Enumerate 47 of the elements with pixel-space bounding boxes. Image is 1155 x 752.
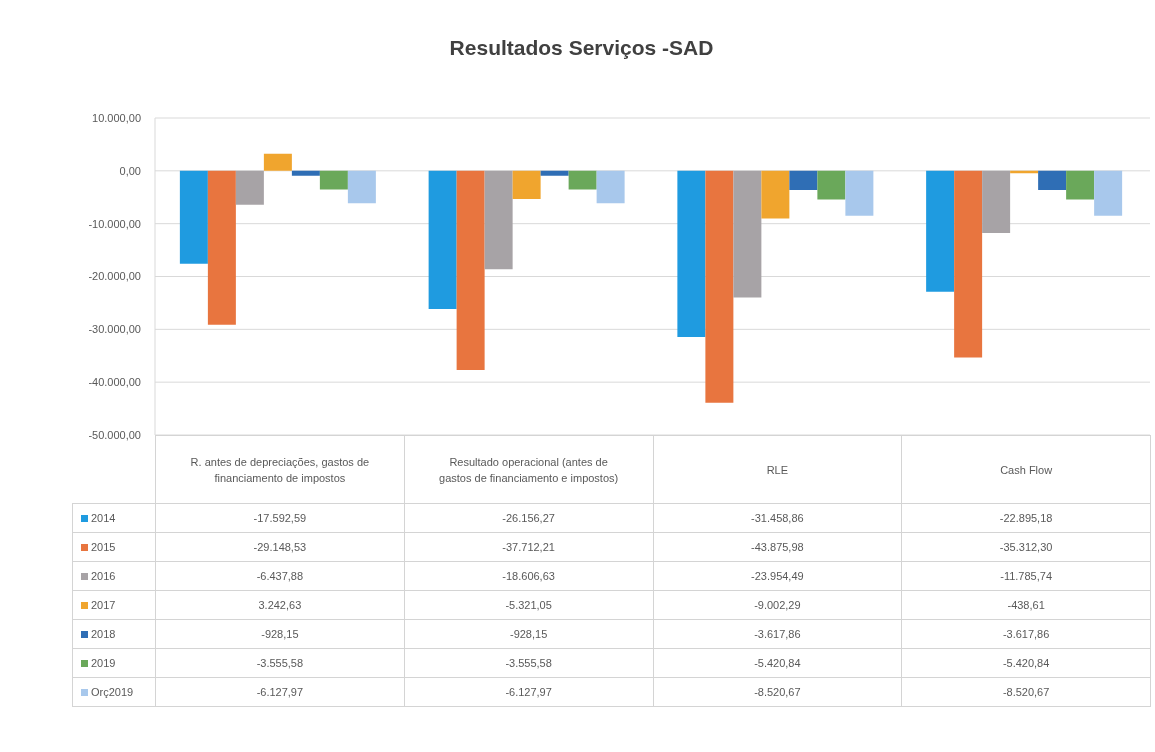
y-tick-label: -50.000,00 xyxy=(88,428,141,441)
data-label: -18.606,63 xyxy=(404,561,653,591)
data-label: -17.592,59 xyxy=(155,503,405,533)
data-label: -35.312,30 xyxy=(901,532,1151,562)
data-label: -928,15 xyxy=(404,619,653,649)
legend-label: 2016 xyxy=(91,570,116,583)
data-label: 3.242,63 xyxy=(155,590,405,620)
legend-label: 2018 xyxy=(91,628,116,641)
chart-title: Resultados Serviços -SAD xyxy=(448,36,715,60)
x-tick-label: Cash Flow xyxy=(901,435,1151,504)
data-label: -3.555,58 xyxy=(155,648,405,678)
legend-label: Orç2019 xyxy=(91,686,134,699)
y-tick-label: 0,00 xyxy=(119,164,141,177)
data-label: -8.520,67 xyxy=(653,677,902,707)
x-tick-label: RLE xyxy=(653,435,902,504)
data-label: -438,61 xyxy=(901,590,1151,620)
y-tick-label: -10.000,00 xyxy=(88,217,141,230)
y-tick-label: -30.000,00 xyxy=(88,323,141,336)
x-tick-label: Resultado operacional (antes de gastos de financiamento e impostos) xyxy=(404,435,653,504)
y-tick-label: 10.000,00 xyxy=(92,111,141,124)
x-tick-label: R. antes de depreciações, gastos de financiamento de impostos xyxy=(155,435,405,504)
data-label: -3.617,86 xyxy=(901,619,1151,649)
data-label: -6.127,97 xyxy=(155,677,405,707)
data-label: -3.617,86 xyxy=(653,619,902,649)
data-label: -8.520,67 xyxy=(901,677,1151,707)
data-label: -5.420,84 xyxy=(901,648,1151,678)
legend-label: 2017 xyxy=(91,599,116,612)
legend-label: 2019 xyxy=(91,657,116,670)
data-label: -22.895,18 xyxy=(901,503,1151,533)
legend-label: 2014 xyxy=(91,512,116,525)
data-label: -23.954,49 xyxy=(653,561,902,591)
data-label: -5.321,05 xyxy=(404,590,653,620)
data-label: -26.156,27 xyxy=(404,503,653,533)
data-label: -6.127,97 xyxy=(404,677,653,707)
data-label: -43.875,98 xyxy=(653,532,902,562)
data-label: -928,15 xyxy=(155,619,405,649)
data-label: -3.555,58 xyxy=(404,648,653,678)
data-label: -29.148,53 xyxy=(155,532,405,562)
y-tick-label: -20.000,00 xyxy=(88,270,141,283)
data-label: -9.002,29 xyxy=(653,590,902,620)
data-label: -5.420,84 xyxy=(653,648,902,678)
data-label: -6.437,88 xyxy=(155,561,405,591)
data-label: -31.458,86 xyxy=(653,503,902,533)
legend-label: 2015 xyxy=(91,541,116,554)
data-label: -37.712,21 xyxy=(404,532,653,562)
y-tick-label: -40.000,00 xyxy=(88,376,141,389)
data-label: -11.785,74 xyxy=(901,561,1151,591)
